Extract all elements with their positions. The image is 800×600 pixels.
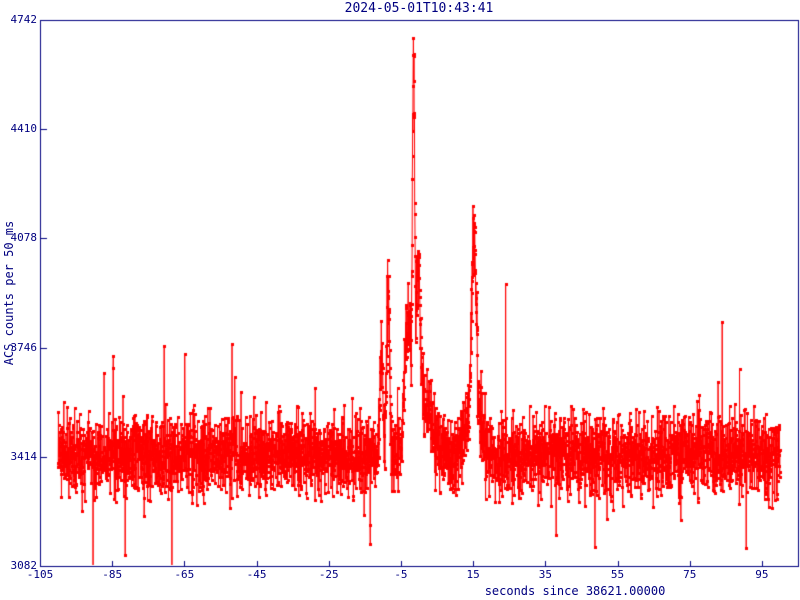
x-tick-label: -45 — [246, 568, 267, 581]
x-axis-label: seconds since 38621.00000 — [484, 584, 666, 598]
x-tick-label: -25 — [318, 568, 339, 581]
y-tick-label: 4742 — [10, 13, 38, 26]
x-tick-label: -5 — [394, 568, 408, 581]
x-tick-label: -105 — [26, 568, 54, 581]
x-tick-label: 55 — [610, 568, 625, 581]
x-tick-label: 75 — [683, 568, 697, 581]
y-tick-label: 3082 — [10, 559, 38, 572]
x-tick-label: 35 — [538, 568, 552, 581]
y-tick-label: 4410 — [10, 122, 38, 136]
chart-title: 2024-05-01T10:43:41 — [344, 1, 494, 16]
x-tick-label: 15 — [466, 568, 480, 581]
x-tick-label: -85 — [102, 568, 123, 581]
y-tick-label: 3414 — [10, 449, 38, 463]
y-tick-label: 3746 — [10, 340, 38, 354]
y-tick-label: 4078 — [10, 231, 38, 245]
x-tick-label: 95 — [755, 568, 769, 581]
x-tick-label: -65 — [174, 568, 195, 581]
